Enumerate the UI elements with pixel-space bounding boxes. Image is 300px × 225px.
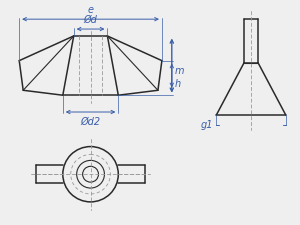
- Text: Ød: Ød: [84, 15, 98, 25]
- Text: h: h: [175, 79, 181, 89]
- Text: m: m: [175, 65, 184, 76]
- Text: e: e: [88, 5, 94, 15]
- Text: g1: g1: [201, 120, 213, 130]
- Text: Ød2: Ød2: [80, 117, 100, 127]
